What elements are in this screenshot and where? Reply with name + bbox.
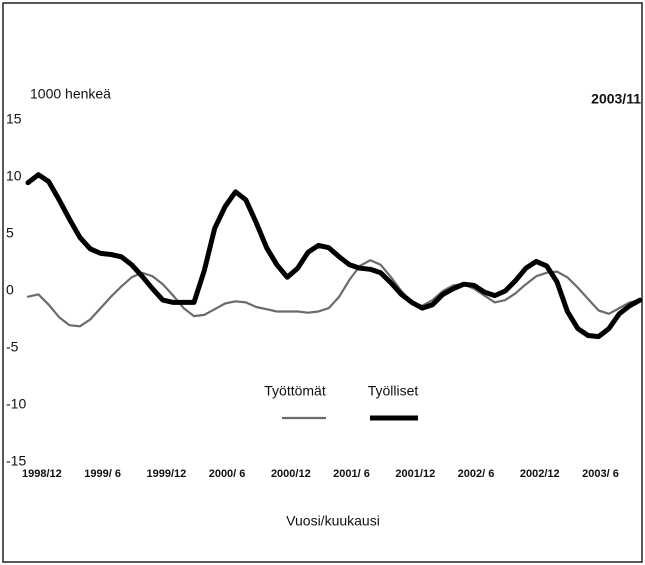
y-axis-label: 1000 henkeä [30,86,111,102]
annotation: 2003/11 [591,91,641,107]
x-tick-label: 2001/12 [395,468,435,480]
x-tick-label: 2000/12 [271,468,311,480]
x-tick-label: 2003/ 6 [582,468,619,480]
y-tick-label: -15 [6,453,26,469]
x-tick-label: 2000/ 6 [209,468,246,480]
x-tick-label: 1998/12 [22,468,62,480]
legend-label: Työttömät [264,383,326,399]
y-tick-label: 15 [6,111,22,127]
y-tick-label: 5 [6,225,14,241]
x-tick-label: 1999/12 [146,468,186,480]
x-tick-label: 2002/12 [520,468,560,480]
legend-label: Työlliset [368,383,419,399]
y-tick-label: 10 [6,168,22,184]
series-line [26,259,642,328]
x-tick-label: 2001/ 6 [333,468,370,480]
y-tick-label: 0 [6,282,14,298]
x-axis-label: Vuosi/kuukausi [286,513,380,529]
x-tick-label: 2002/ 6 [458,468,495,480]
x-tick-label: 1999/ 6 [84,468,121,480]
y-tick-label: -10 [6,396,26,412]
series-line [25,172,643,340]
y-tick-label: -5 [6,339,19,355]
